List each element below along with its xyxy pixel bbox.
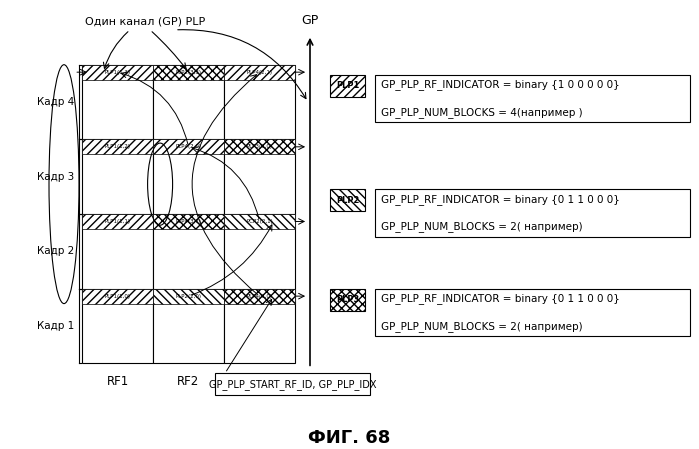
Bar [375, 189, 690, 237]
Bar [224, 139, 295, 214]
Bar [82, 65, 153, 139]
Text: PLP4(2,1): PLP4(2,1) [247, 70, 273, 75]
Bar [153, 289, 224, 304]
Bar [82, 214, 153, 289]
Bar [82, 214, 153, 229]
Text: GP_PLP_NUM_BLOCKS = 2( например): GP_PLP_NUM_BLOCKS = 2( например) [381, 321, 583, 332]
Text: GP_PLP_RF_INDICATOR = binary {0 1 1 0 0 0}: GP_PLP_RF_INDICATOR = binary {0 1 1 0 0 … [381, 293, 620, 304]
Text: GP_PLP_NUM_BLOCKS = 2( например): GP_PLP_NUM_BLOCKS = 2( например) [381, 221, 583, 233]
Bar [153, 65, 224, 139]
Text: PLP1(1,1): PLP1(1,1) [104, 219, 131, 224]
Bar [224, 214, 295, 229]
Bar [224, 214, 295, 289]
Text: Кадр 3: Кадр 3 [37, 172, 74, 182]
Bar [153, 289, 224, 363]
Bar [224, 65, 295, 79]
Bar [330, 189, 365, 211]
Bar [82, 139, 153, 214]
Bar [330, 289, 365, 311]
Bar [224, 65, 295, 139]
Text: PLP2(3,3): PLP2(3,3) [175, 70, 201, 75]
Text: PLP3(3,0): PLP3(3,0) [247, 144, 273, 150]
Text: Кадр 1: Кадр 1 [37, 321, 74, 331]
Text: PLP1(1,3): PLP1(1,3) [104, 70, 131, 75]
Text: PLP4(3,1): PLP4(3,1) [175, 219, 201, 224]
Text: GP_PLP_NUM_BLOCKS = 4(например ): GP_PLP_NUM_BLOCKS = 4(например ) [381, 107, 583, 118]
Bar [330, 75, 365, 97]
Text: PLP1: PLP1 [336, 81, 359, 90]
Bar [153, 214, 224, 289]
Text: RF1: RF1 [106, 375, 129, 388]
Text: GP_PLP_RF_INDICATOR = binary {1 0 0 0 0 0}: GP_PLP_RF_INDICATOR = binary {1 0 0 0 0 … [381, 79, 620, 90]
Text: RF3: RF3 [248, 375, 271, 388]
Bar [215, 373, 370, 395]
Bar [82, 65, 153, 79]
Text: PLP3: PLP3 [336, 295, 359, 304]
Text: Один канал (GP) PLP: Один канал (GP) PLP [85, 17, 205, 27]
Bar [224, 289, 295, 363]
Text: PLP1(1,2): PLP1(1,2) [104, 144, 131, 150]
Bar [153, 139, 224, 154]
Bar [82, 289, 153, 363]
Text: Кадр 4: Кадр 4 [37, 97, 74, 107]
Text: PLP4(2,0): PLP4(2,0) [175, 144, 201, 150]
Text: RF2: RF2 [178, 375, 200, 388]
Text: GP_PLP_RF_INDICATOR = binary {0 1 1 0 0 0}: GP_PLP_RF_INDICATOR = binary {0 1 1 0 0 … [381, 194, 620, 205]
Bar [153, 65, 224, 79]
Bar [153, 139, 224, 214]
Text: PLP1(1,0): PLP1(1,0) [104, 294, 131, 299]
Text: Кадр 2: Кадр 2 [37, 247, 74, 256]
Bar [82, 139, 153, 154]
Text: PLP4(3,0): PLP4(3,0) [247, 294, 273, 299]
Text: PCP2(2,1): PCP2(2,1) [246, 219, 273, 224]
Text: ФИГ. 68: ФИГ. 68 [308, 429, 391, 447]
Text: PLP2: PLP2 [336, 196, 359, 205]
Bar [224, 139, 295, 154]
Bar [153, 214, 224, 229]
Text: GP_PLP_START_RF_ID, GP_PLP_IDX: GP_PLP_START_RF_ID, GP_PLP_IDX [209, 379, 376, 390]
Bar [375, 289, 690, 336]
Text: PLP2(2,0): PLP2(2,0) [175, 294, 201, 299]
Bar [375, 75, 690, 123]
Text: GP: GP [301, 14, 319, 27]
Bar [82, 289, 153, 304]
Bar [224, 289, 295, 304]
